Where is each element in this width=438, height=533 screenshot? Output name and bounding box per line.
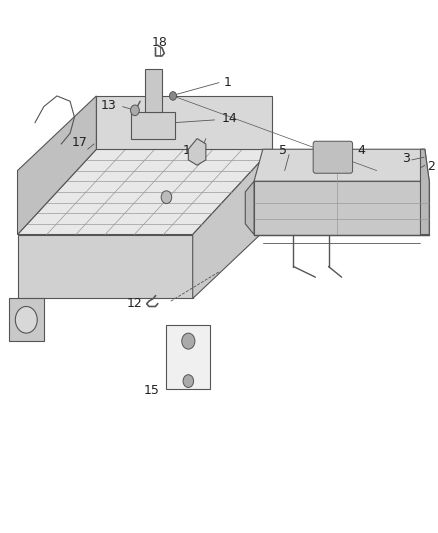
Circle shape	[183, 375, 194, 387]
Text: 15: 15	[144, 384, 160, 397]
FancyBboxPatch shape	[166, 325, 210, 389]
Text: 16: 16	[182, 144, 198, 157]
Text: 1: 1	[224, 76, 232, 89]
Text: 3: 3	[402, 152, 410, 165]
Text: 14: 14	[221, 112, 237, 125]
Polygon shape	[145, 69, 162, 112]
Polygon shape	[18, 235, 193, 298]
FancyBboxPatch shape	[313, 141, 353, 173]
Circle shape	[170, 92, 177, 100]
Polygon shape	[254, 149, 429, 181]
Text: 18: 18	[152, 36, 168, 49]
Text: 17: 17	[72, 136, 88, 149]
Text: 13: 13	[100, 99, 116, 111]
Text: 2: 2	[427, 160, 435, 173]
Polygon shape	[188, 139, 206, 165]
Text: 5: 5	[279, 144, 287, 157]
Polygon shape	[9, 298, 44, 341]
Circle shape	[161, 191, 172, 204]
Polygon shape	[18, 96, 96, 235]
Text: 4: 4	[357, 144, 365, 157]
Polygon shape	[420, 149, 429, 235]
Polygon shape	[254, 181, 429, 235]
Polygon shape	[131, 112, 175, 139]
Circle shape	[182, 333, 195, 349]
Polygon shape	[96, 96, 272, 149]
Circle shape	[131, 105, 139, 116]
Polygon shape	[18, 149, 272, 235]
Circle shape	[15, 306, 37, 333]
Polygon shape	[245, 181, 254, 235]
Polygon shape	[193, 149, 272, 298]
Text: 12: 12	[127, 297, 142, 310]
